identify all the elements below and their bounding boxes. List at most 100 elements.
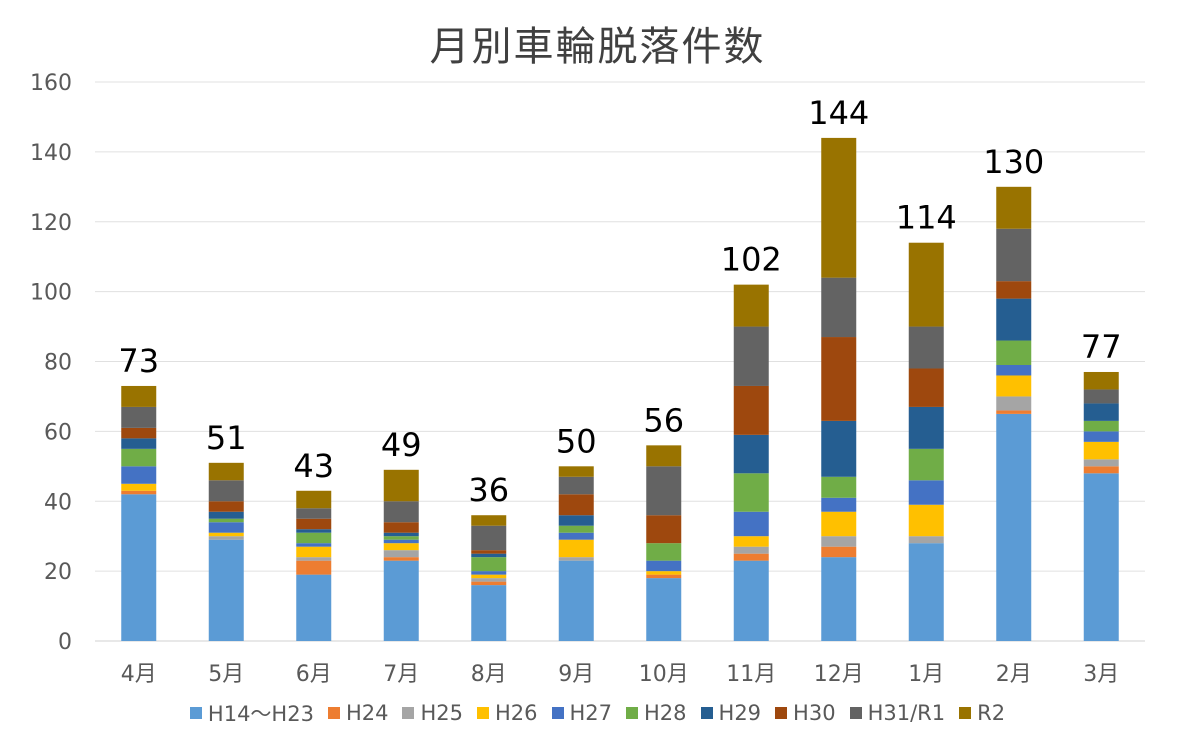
bar-segment (821, 511, 857, 537)
bar-segment (383, 536, 419, 540)
bar-segment (821, 536, 857, 547)
x-tick-label: 12月 (814, 662, 864, 687)
bar-segment (208, 501, 244, 512)
bar-segment (996, 340, 1032, 365)
bar-segment (121, 448, 157, 467)
y-tick-label: 120 (30, 211, 72, 236)
x-tick-label: 9月 (558, 662, 594, 687)
bar-segment (996, 410, 1032, 414)
bar-segment (471, 574, 507, 579)
bar-segment (821, 476, 857, 498)
y-tick-label: 80 (44, 351, 72, 376)
bar-segment (296, 574, 332, 641)
bar-segment (646, 445, 682, 467)
bar-segment (383, 469, 419, 502)
bar-segment (1083, 431, 1119, 442)
bar-segment (471, 557, 507, 572)
legend-label: H26 (494, 701, 538, 725)
total-data-label: 49 (381, 426, 422, 464)
legend-swatch (849, 707, 862, 719)
bar-segment (208, 462, 244, 481)
x-tick-label: 6月 (296, 662, 332, 687)
legend-swatch (327, 707, 340, 719)
bar-segment (558, 557, 594, 561)
bar-segment (821, 497, 857, 512)
bar-segment (383, 560, 419, 641)
bar-segment (996, 375, 1032, 397)
bar-segment (296, 543, 332, 547)
bar-segment (208, 480, 244, 502)
y-tick-label: 40 (44, 490, 72, 515)
bar-segment (908, 480, 944, 505)
bar-segment (208, 511, 244, 519)
bar-segment (996, 228, 1032, 282)
bar-segment (821, 420, 857, 477)
legend-swatch (775, 707, 788, 719)
bar-segment (383, 501, 419, 523)
legend-swatch (402, 707, 415, 719)
bar-segment (733, 511, 769, 537)
bar-segment (208, 536, 244, 540)
bar-segment (821, 337, 857, 421)
bar-segment (646, 543, 682, 561)
bar-segment (558, 560, 594, 641)
legend-item: H26 (476, 701, 538, 725)
bar-segment (733, 284, 769, 327)
legend-item: H28 (626, 701, 687, 725)
y-tick-label: 0 (58, 630, 72, 655)
bar-segment (996, 186, 1032, 229)
total-data-label: 50 (556, 422, 597, 460)
bar-segment (296, 518, 332, 530)
bar-segment (296, 532, 332, 544)
legend-item: H30 (775, 701, 836, 725)
bar-segment (558, 476, 594, 495)
legend-swatch (959, 707, 972, 719)
legend-label: H27 (569, 701, 613, 725)
bar-segment (383, 522, 419, 533)
legend-swatch (700, 707, 713, 719)
bar-segment (208, 532, 244, 537)
total-data-label: 36 (468, 471, 509, 509)
y-tick-label: 60 (44, 420, 72, 445)
total-data-label: 51 (206, 419, 247, 457)
bar-segment (996, 298, 1032, 341)
legend-item: R2 (959, 701, 1005, 725)
bar-segment (121, 438, 157, 449)
total-data-label: 114 (896, 199, 957, 237)
bar-segment (296, 490, 332, 509)
bar-segment (733, 536, 769, 547)
total-data-label: 144 (808, 94, 869, 132)
legend-item: H31/R1 (849, 701, 945, 725)
total-data-label: 102 (721, 241, 782, 279)
bar-segment (558, 532, 594, 540)
x-tick-label: 10月 (639, 662, 689, 687)
bar-segment (471, 550, 507, 554)
total-data-label: 77 (1081, 328, 1122, 366)
total-data-label: 73 (118, 342, 159, 380)
bar-segment (908, 242, 944, 327)
bar-segment (646, 571, 682, 575)
y-tick-label: 140 (30, 141, 72, 166)
total-data-label: 130 (983, 143, 1044, 181)
bar-segment (646, 560, 682, 572)
bar-segment (471, 578, 507, 582)
bar-segment (733, 560, 769, 641)
bar-segment (383, 543, 419, 551)
bar-segment (558, 525, 594, 533)
total-data-label: 43 (293, 447, 334, 485)
bar-segment (296, 560, 332, 575)
x-tick-label: 1月 (908, 662, 944, 687)
bar-segment (471, 571, 507, 575)
bar-segment (733, 473, 769, 512)
bar-segment (1083, 371, 1119, 390)
bar-segment (1083, 466, 1119, 474)
legend-swatch (551, 707, 564, 719)
legend: H14～H23 H24 H25 H26 H27 H28 H29 H30 H31/R1 R2 (0, 698, 1195, 728)
bar-segment (1083, 403, 1119, 421)
total-data-label: 56 (643, 401, 684, 439)
bar-segment (821, 137, 857, 278)
x-tick-label: 5月 (208, 662, 244, 687)
bar-segment (733, 434, 769, 474)
bar-segment (383, 532, 419, 537)
legend-label: H28 (644, 701, 687, 725)
